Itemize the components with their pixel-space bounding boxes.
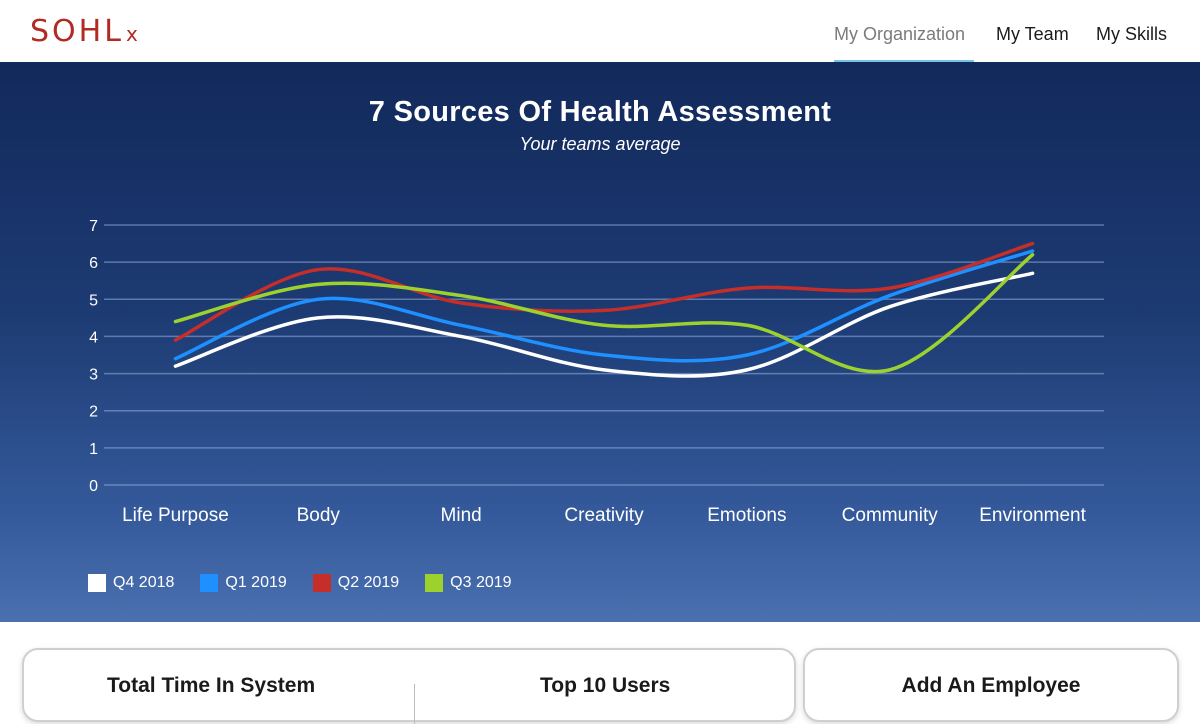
line-chart: 0 1 2 3 4 5 6 7 Life Purpose Body Mind Creativity E… xyxy=(89,218,1104,526)
legend-label: Q2 2019 xyxy=(337,574,400,591)
nav-item-my-team[interactable]: My Team xyxy=(996,0,1069,62)
x-tick-label: Creativity xyxy=(564,505,644,526)
total-time-title: Total Time In System xyxy=(107,674,316,697)
y-tick-label: 4 xyxy=(89,329,98,346)
add-employee-title: Add An Employee xyxy=(901,674,1081,697)
nav-item-label: My Team xyxy=(996,24,1069,44)
main-nav: My Organization My Team My Skills xyxy=(0,0,1200,63)
x-tick-label: Mind xyxy=(441,505,482,526)
series-line-q2-2019 xyxy=(173,241,1035,342)
y-tick-label: 3 xyxy=(89,367,98,384)
legend-swatch xyxy=(88,574,106,592)
nav-item-label: My Organization xyxy=(834,24,966,44)
y-tick-label: 7 xyxy=(89,218,98,235)
x-tick-label: Body xyxy=(297,505,341,526)
chart-subtitle: Your teams average xyxy=(519,134,681,154)
legend-item[interactable]: Q3 2019 xyxy=(425,574,512,592)
legend-label: Q3 2019 xyxy=(450,574,512,591)
top-navigation-bar: SOHL x My Organization My Team My Skills xyxy=(0,0,1200,63)
x-tick-label: Emotions xyxy=(707,505,786,526)
legend-swatch xyxy=(312,574,331,592)
nav-item-label: My Skills xyxy=(1096,24,1167,44)
y-tick-label: 5 xyxy=(89,292,98,309)
card-divider xyxy=(414,684,415,724)
legend-item[interactable]: Q4 2018 xyxy=(88,574,174,592)
nav-item-my-skills[interactable]: My Skills xyxy=(1096,0,1167,62)
legend-swatch xyxy=(425,574,444,592)
logo-sub-text: x xyxy=(125,22,138,46)
y-tick-label: 6 xyxy=(89,255,98,272)
nav-item-my-organization[interactable]: My Organization xyxy=(834,0,974,63)
active-tab-underline xyxy=(834,60,974,63)
add-employee-card[interactable]: Add An Employee xyxy=(803,648,1179,722)
x-axis-ticks: Life Purpose Body Mind Creativity Emotions Co… xyxy=(122,505,1087,526)
legend-swatch xyxy=(200,574,219,592)
legend-label: Q1 2019 xyxy=(225,574,287,591)
chart-series xyxy=(173,241,1035,378)
series-line-q4-2018 xyxy=(173,271,1035,378)
health-assessment-panel: 7 Sources Of Health Assessment Your team… xyxy=(0,62,1200,622)
x-tick-label: Environment xyxy=(979,505,1086,526)
legend-label: Q4 2018 xyxy=(113,574,175,591)
y-tick-label: 1 xyxy=(89,441,98,458)
chart-legend: Q4 2018 Q1 2019 Q2 2019 Q3 2019 xyxy=(88,574,538,592)
legend-item[interactable]: Q1 2019 xyxy=(200,574,287,592)
top-users-title: Top 10 Users xyxy=(540,674,671,697)
gridlines xyxy=(104,224,1104,486)
y-tick-label: 0 xyxy=(89,478,98,495)
series-line-q3-2019 xyxy=(173,252,1035,374)
sohlx-logo[interactable]: SOHL x xyxy=(30,14,138,50)
stats-card: Total Time In System Top 10 Users xyxy=(22,648,796,724)
y-tick-label: 2 xyxy=(89,404,98,421)
legend-item[interactable]: Q2 2019 xyxy=(312,574,400,592)
series-line-q1-2019 xyxy=(173,249,1035,363)
x-tick-label: Life Purpose xyxy=(122,505,229,526)
chart-title: 7 Sources Of Health Assessment xyxy=(368,96,832,128)
x-tick-label: Community xyxy=(842,505,939,526)
y-axis-ticks: 0 1 2 3 4 5 6 7 xyxy=(89,218,98,495)
logo-main-text: SOHL xyxy=(30,14,124,49)
